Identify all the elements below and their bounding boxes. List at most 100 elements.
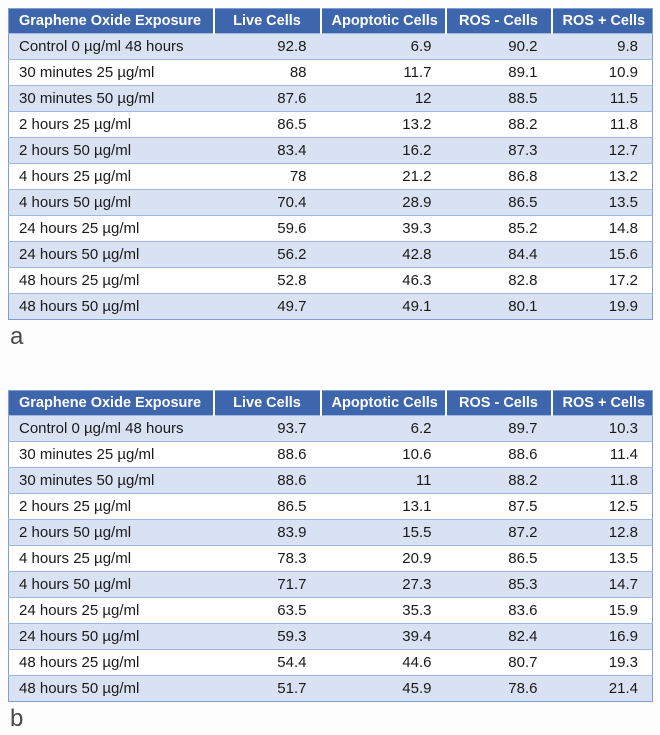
value-cell: 14.8 <box>551 215 653 242</box>
value-cell: 89.7 <box>445 415 552 442</box>
value-cell: 71.7 <box>213 571 321 598</box>
value-cell: 93.7 <box>213 415 321 442</box>
panel-gap <box>8 353 652 390</box>
table-row: 2 hours 25 µg/ml 86.5 13.2 88.2 11.8 <box>8 111 653 138</box>
value-cell: 39.3 <box>320 215 446 242</box>
value-cell: 13.2 <box>320 111 446 138</box>
column-header-exposure: Graphene Oxide Exposure <box>8 8 214 34</box>
value-cell: 11.5 <box>551 85 653 112</box>
table-row: 4 hours 50 µg/ml 71.7 27.3 85.3 14.7 <box>8 571 653 598</box>
table-row: 30 minutes 25 µg/ml 88 11.7 89.1 10.9 <box>8 59 653 86</box>
value-cell: 49.1 <box>320 293 446 320</box>
value-cell: 78.3 <box>213 545 321 572</box>
panel-label-b: b <box>10 705 24 732</box>
table-row: 24 hours 50 µg/ml 56.2 42.8 84.4 15.6 <box>8 241 653 268</box>
value-cell: 21.2 <box>320 163 446 190</box>
table-row: 2 hours 50 µg/ml 83.4 16.2 87.3 12.7 <box>8 137 653 164</box>
column-header-live-cells: Live Cells <box>212 8 321 34</box>
value-cell: 86.5 <box>213 493 321 520</box>
exposure-cell: 48 hours 25 µg/ml <box>8 649 214 676</box>
table-row: 24 hours 25 µg/ml 63.5 35.3 83.6 15.9 <box>8 597 653 624</box>
exposure-cell: 2 hours 50 µg/ml <box>8 519 214 546</box>
value-cell: 11.4 <box>551 441 653 468</box>
value-cell: 88 <box>213 59 321 86</box>
value-cell: 16.2 <box>320 137 446 164</box>
value-cell: 84.4 <box>445 241 552 268</box>
exposure-cell: 24 hours 50 µg/ml <box>8 623 214 650</box>
column-header-apoptotic-cells: Apoptotic Cells <box>319 390 446 416</box>
value-cell: 87.5 <box>445 493 552 520</box>
value-cell: 85.2 <box>445 215 552 242</box>
table-row: 48 hours 50 µg/ml 51.7 45.9 78.6 21.4 <box>8 675 653 702</box>
value-cell: 27.3 <box>320 571 446 598</box>
value-cell: 11.7 <box>320 59 446 86</box>
value-cell: 12 <box>320 85 446 112</box>
exposure-cell: 30 minutes 25 µg/ml <box>8 441 214 468</box>
value-cell: 10.6 <box>320 441 446 468</box>
value-cell: 87.6 <box>213 85 321 112</box>
value-cell: 86.8 <box>445 163 552 190</box>
value-cell: 11.8 <box>551 111 653 138</box>
value-cell: 54.4 <box>213 649 321 676</box>
panel-label-a: a <box>10 323 24 350</box>
exposure-cell: 48 hours 50 µg/ml <box>8 675 214 702</box>
header-row: Graphene Oxide Exposure Live Cells Apopt… <box>8 8 653 34</box>
column-header-live-cells: Live Cells <box>212 390 321 416</box>
table-row: 4 hours 50 µg/ml 70.4 28.9 86.5 13.5 <box>8 189 653 216</box>
value-cell: 52.8 <box>213 267 321 294</box>
value-cell: 86.5 <box>445 189 552 216</box>
value-cell: 70.4 <box>213 189 321 216</box>
column-header-ros-plus-cells: ROS + Cells <box>550 390 653 416</box>
value-cell: 45.9 <box>320 675 446 702</box>
exposure-cell: Control 0 µg/ml 48 hours <box>8 415 214 442</box>
exposure-cell: 30 minutes 25 µg/ml <box>8 59 214 86</box>
exposure-cell: 30 minutes 50 µg/ml <box>8 467 214 494</box>
value-cell: 88.2 <box>445 111 552 138</box>
value-cell: 20.9 <box>320 545 446 572</box>
exposure-cell: 4 hours 25 µg/ml <box>8 163 214 190</box>
value-cell: 88.6 <box>213 467 321 494</box>
value-cell: 83.4 <box>213 137 321 164</box>
value-cell: 15.6 <box>551 241 653 268</box>
table-row: 30 minutes 25 µg/ml 88.6 10.6 88.6 11.4 <box>8 441 653 468</box>
value-cell: 10.9 <box>551 59 653 86</box>
table-row: Control 0 µg/ml 48 hours 92.8 6.9 90.2 9.8 <box>8 33 653 60</box>
value-cell: 11.8 <box>551 467 653 494</box>
table-row: 4 hours 25 µg/ml 78.3 20.9 86.5 13.5 <box>8 545 653 572</box>
table-row: Control 0 µg/ml 48 hours 93.7 6.2 89.7 10.3 <box>8 415 653 442</box>
exposure-cell: 4 hours 50 µg/ml <box>8 571 214 598</box>
value-cell: 82.8 <box>445 267 552 294</box>
value-cell: 59.3 <box>213 623 321 650</box>
table-row: 24 hours 50 µg/ml 59.3 39.4 82.4 16.9 <box>8 623 653 650</box>
value-cell: 87.3 <box>445 137 552 164</box>
column-header-ros-minus-cells: ROS - Cells <box>444 390 552 416</box>
exposure-cell: 48 hours 50 µg/ml <box>8 293 214 320</box>
value-cell: 35.3 <box>320 597 446 624</box>
value-cell: 46.3 <box>320 267 446 294</box>
value-cell: 86.5 <box>445 545 552 572</box>
exposure-cell: 2 hours 50 µg/ml <box>8 137 214 164</box>
value-cell: 39.4 <box>320 623 446 650</box>
value-cell: 13.2 <box>551 163 653 190</box>
value-cell: 12.7 <box>551 137 653 164</box>
value-cell: 13.5 <box>551 545 653 572</box>
column-header-exposure: Graphene Oxide Exposure <box>8 390 214 416</box>
table-body-b: Control 0 µg/ml 48 hours 93.7 6.2 89.7 10.3 3… <box>8 415 653 702</box>
value-cell: 15.5 <box>320 519 446 546</box>
value-cell: 13.5 <box>551 189 653 216</box>
table-row: 2 hours 50 µg/ml 83.9 15.5 87.2 12.8 <box>8 519 653 546</box>
value-cell: 17.2 <box>551 267 653 294</box>
exposure-cell: 24 hours 25 µg/ml <box>8 597 214 624</box>
exposure-cell: 4 hours 25 µg/ml <box>8 545 214 572</box>
value-cell: 78 <box>213 163 321 190</box>
table-row: 30 minutes 50 µg/ml 87.6 12 88.5 11.5 <box>8 85 653 112</box>
table-row: 4 hours 25 µg/ml 78 21.2 86.8 13.2 <box>8 163 653 190</box>
value-cell: 19.3 <box>551 649 653 676</box>
value-cell: 42.8 <box>320 241 446 268</box>
value-cell: 49.7 <box>213 293 321 320</box>
value-cell: 88.6 <box>213 441 321 468</box>
value-cell: 80.1 <box>445 293 552 320</box>
value-cell: 87.2 <box>445 519 552 546</box>
value-cell: 82.4 <box>445 623 552 650</box>
table-row: 2 hours 25 µg/ml 86.5 13.1 87.5 12.5 <box>8 493 653 520</box>
